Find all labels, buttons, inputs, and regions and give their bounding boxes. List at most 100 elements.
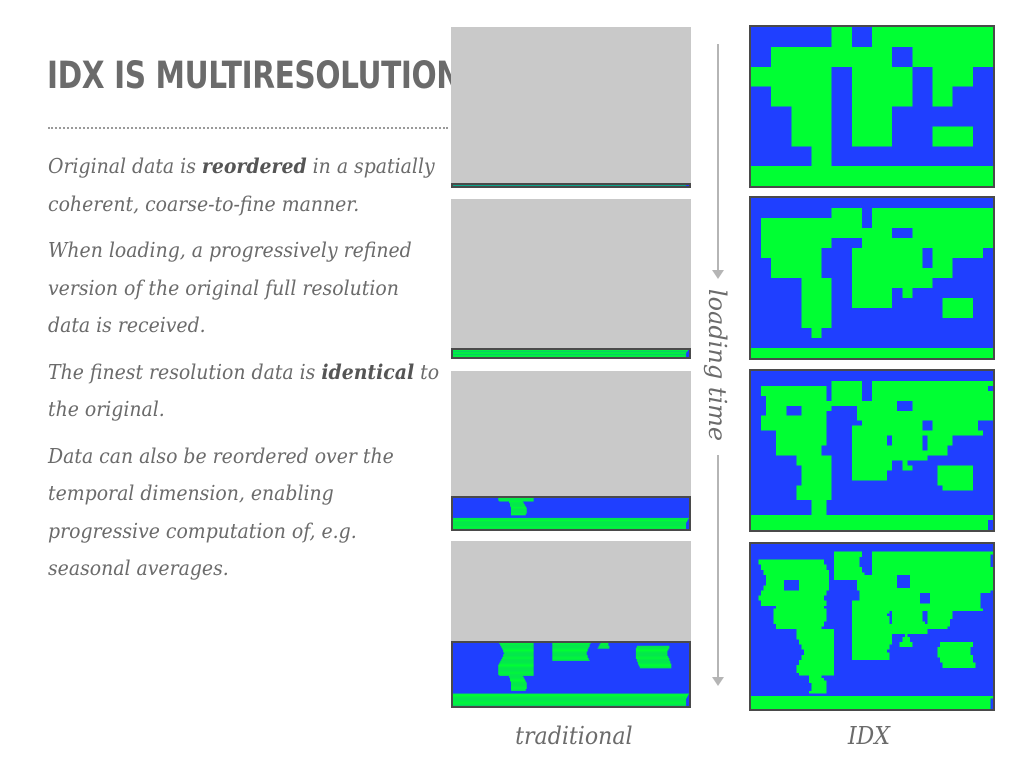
traditional-panel-1 [451,27,691,188]
land-cell [761,390,827,396]
land-cell [851,475,888,481]
land-cell [902,636,910,640]
land-cell [776,450,822,456]
traditional-panel-2 [451,199,691,359]
land-cell [932,126,973,147]
land-cell [499,675,534,677]
land-cell [766,395,827,401]
land-cell [861,420,923,426]
land-cell [851,258,923,268]
idx-map-level-3 [751,371,993,530]
land-cell [510,503,525,505]
land-cell [872,559,991,563]
land-cell [758,595,825,599]
land-cell [912,400,993,406]
land-cell [872,567,993,570]
land-cell [892,621,925,624]
land-cell [600,643,609,645]
land-cell [796,485,832,491]
land-cell [510,505,526,507]
land-cell [851,639,893,642]
land-cell [834,572,865,575]
land-cell [927,621,951,624]
land-cell [453,351,688,352]
land-cell [511,685,527,687]
land-cell [872,556,991,560]
land-cell [851,440,888,446]
land-cell [766,410,787,416]
paragraph-loading: When loading, a progressively refined ve… [48,232,444,345]
land-cell [636,646,670,647]
land-cell [751,701,991,704]
land-cell [798,639,835,642]
land-cell [801,475,832,481]
land-cell [453,703,687,705]
land-cell [801,288,832,298]
land-cell [872,390,993,396]
land-cell [801,654,835,658]
land-cell [909,580,993,583]
land-cell [851,621,890,624]
land-cell [763,572,830,575]
land-cell [834,556,860,560]
land-cell [851,647,890,650]
land-cell [766,577,830,581]
land-cell [751,706,991,709]
land-cell [773,621,825,624]
land-cell [796,636,835,640]
land-cell [801,405,832,411]
traditional-strip-map [453,497,689,529]
land-cell [453,353,687,355]
idx-map-level-1 [751,27,993,186]
land-cell [511,690,526,692]
land-cell [771,268,822,278]
land-cell [453,702,687,704]
land-cell [801,278,832,288]
land-cell [761,603,827,606]
land-cell [902,460,908,466]
land-cell [761,592,827,596]
land-cell [761,590,827,593]
traditional-panel-4 [451,541,691,708]
land-cell [510,679,525,681]
land-cell [763,569,830,573]
land-cell [503,650,534,652]
land-cell [758,559,825,563]
land-cell [509,501,523,503]
land-cell [851,86,913,107]
land-cell [773,616,827,619]
land-cell [751,696,993,699]
land-cell [801,470,832,476]
land-cell [803,652,835,655]
land-cell [851,654,890,658]
land-cell [796,670,835,673]
land-cell [453,520,688,522]
land-cell [498,668,534,670]
land-cell [635,648,669,650]
land-cell [872,380,993,386]
land-cell [892,618,923,622]
land-cell [511,510,527,512]
land-cell [798,582,830,586]
land-cell [597,647,610,649]
land-cell [859,590,991,593]
land-cell [796,495,832,501]
land-cell [851,248,923,258]
idx-panel-1 [749,25,995,188]
land-cell [453,528,687,529]
land-cell [940,660,973,663]
land-cell [635,658,670,660]
land-cell [635,654,668,656]
land-cell [751,525,988,530]
slide-body: Original data is reordered in a spatiall… [48,148,448,597]
land-cell [453,519,689,521]
land-cell [851,430,983,436]
land-cell [851,623,951,627]
land-cell [859,592,920,596]
land-cell [598,646,610,647]
land-cell [801,657,835,661]
land-cell [498,674,534,676]
land-cell [831,208,862,218]
land-cell [511,511,527,513]
land-cell [851,435,888,441]
